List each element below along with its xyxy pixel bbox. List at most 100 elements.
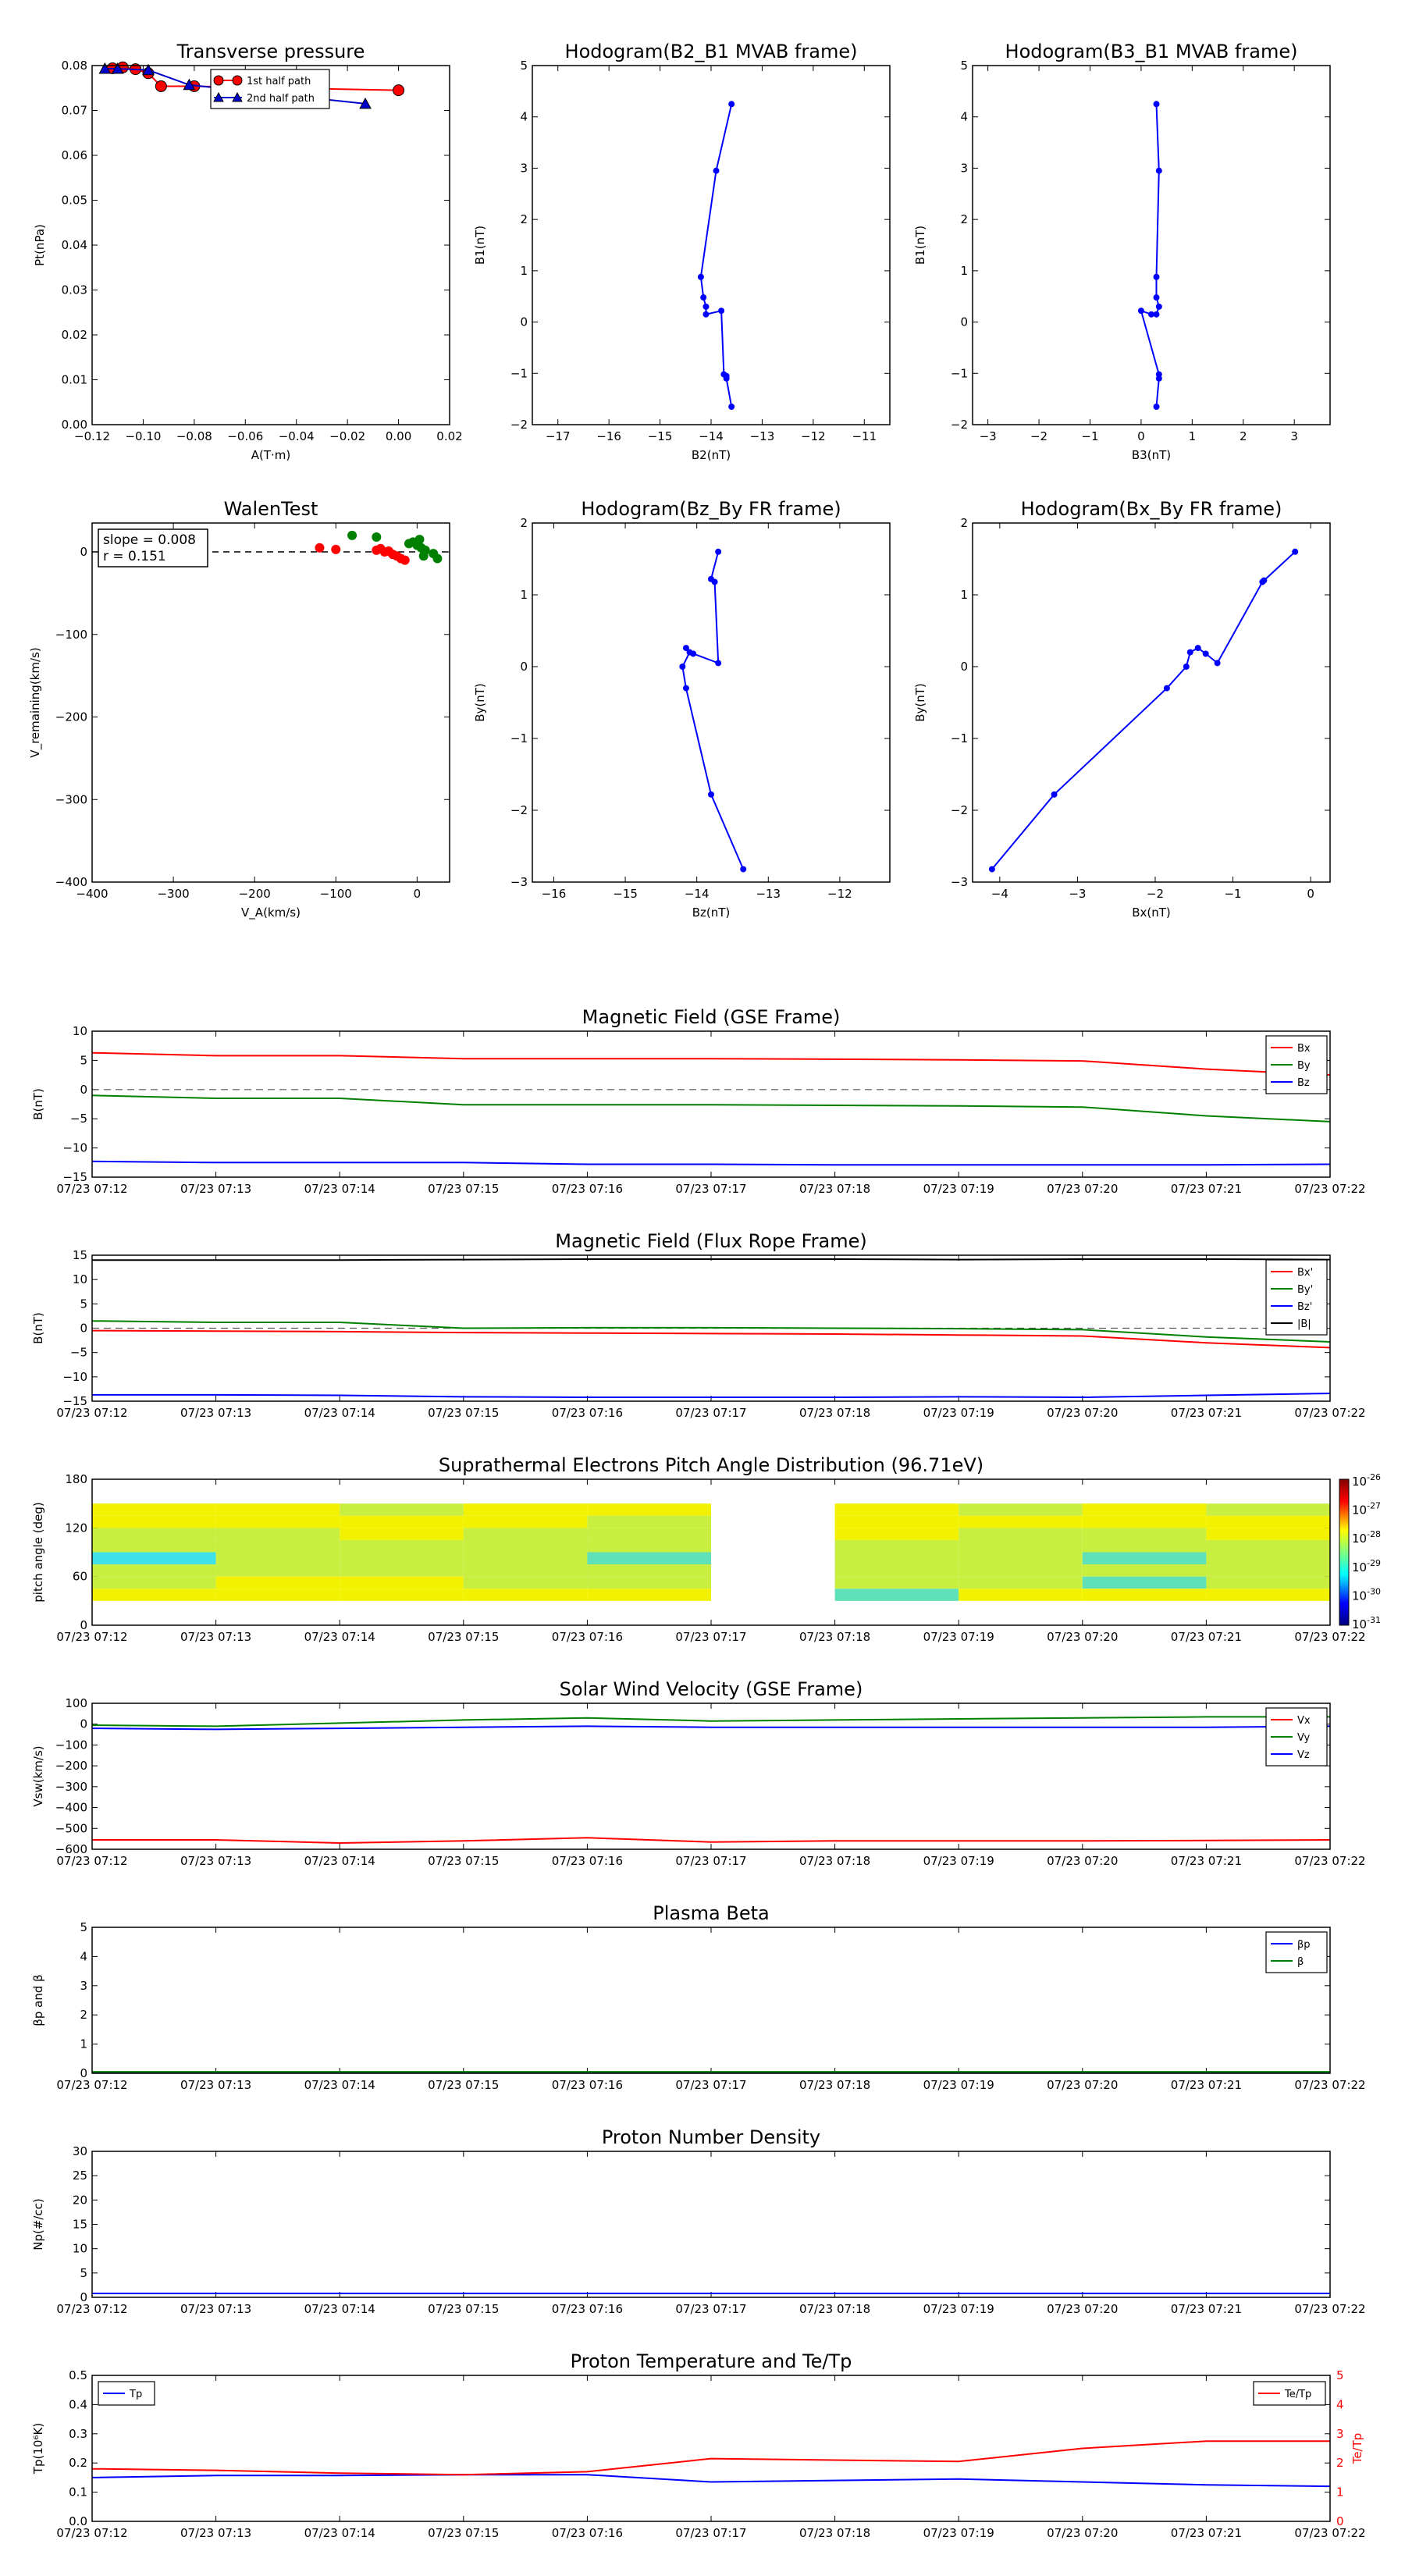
heatmap-cell: [1082, 1576, 1207, 1589]
y-tick-label: −3: [951, 875, 968, 889]
x-tick-label: 07/23 07:19: [923, 2302, 994, 2316]
y-tick-label: −400: [55, 875, 87, 889]
x-tick-label: 07/23 07:17: [675, 1182, 746, 1196]
panel-title: Proton Number Density: [602, 2126, 820, 2148]
x-tick-label: −12: [827, 887, 852, 901]
x-tick-label: 07/23 07:14: [304, 1182, 375, 1196]
y-tick-label: 10: [73, 1024, 87, 1038]
y-axis-label: B1(nT): [473, 226, 487, 265]
y2-tick-label: 2: [1336, 2456, 1344, 2470]
panel-mag_fr: Magnetic Field (Flux Rope Frame) −15 −10 −5…: [31, 1230, 1366, 1420]
y-tick-label: −2: [951, 418, 968, 432]
colorbar-base: 10: [1352, 1589, 1367, 1603]
y-tick-label: −5: [70, 1346, 87, 1360]
y-tick-label: −300: [55, 792, 87, 806]
heatmap-cell: [340, 1576, 464, 1589]
x-tick-label: 07/23 07:17: [675, 1854, 746, 1868]
heatmap-cell: [92, 1552, 216, 1565]
series-line-By': [92, 1320, 1330, 1343]
heatmap-cell: [959, 1576, 1083, 1589]
axes-frame: [532, 522, 891, 883]
data-point: [682, 645, 689, 652]
heatmap-cell: [587, 1576, 711, 1589]
heatmap-cell: [340, 1528, 464, 1540]
x-tick-label: 07/23 07:16: [552, 1182, 623, 1196]
heatmap-cell: [959, 1528, 1083, 1540]
y-tick-label: 3: [80, 1979, 87, 1993]
heatmap-cell: [1206, 1552, 1330, 1565]
y-tick-label: −10: [62, 1141, 87, 1155]
panel-mag_gse: Magnetic Field (GSE Frame) −15 −10 −5 0 5 10 07…: [31, 1006, 1366, 1196]
legend-entry: 1st half path: [247, 76, 311, 87]
x-tick-label: 07/23 07:15: [428, 1182, 499, 1196]
y-tick-label: 60: [73, 1570, 87, 1584]
panel-title: WalenTest: [224, 498, 318, 520]
x-tick-label: −200: [239, 887, 271, 901]
heatmap-cell: [834, 1552, 959, 1565]
y-tick-label: −15: [62, 1394, 87, 1408]
y-tick-label: 0.1: [69, 2485, 87, 2500]
heatmap-cell: [587, 1539, 711, 1553]
x-tick-label: 07/23 07:18: [799, 2526, 870, 2540]
data-point: [1194, 645, 1201, 652]
x-tick-label: 07/23 07:20: [1047, 1182, 1118, 1196]
x-axis-label: B2(nT): [692, 448, 731, 462]
heatmap-cell: [340, 1503, 464, 1516]
heatmap-cell: [92, 1528, 216, 1540]
x-tick-label: −4: [991, 887, 1008, 901]
legend-entry: By: [1297, 1060, 1311, 1072]
y-tick-label: 2: [520, 516, 528, 530]
panel-np: Proton Number Density 0 5 10 15 20 25 30 07/23 0…: [31, 2126, 1366, 2316]
panel-title: Magnetic Field (GSE Frame): [582, 1006, 841, 1028]
y-axis-label: Np(#/cc): [31, 2198, 45, 2250]
panel-walen: WalenTest −400 −300 −200 −100 0 −400 −300 −200 −1…: [28, 498, 450, 920]
x-tick-label: 07/23 07:22: [1294, 1406, 1365, 1420]
y2-tick-label: 5: [1336, 2368, 1344, 2382]
scatter-point: [432, 553, 443, 564]
data-point: [718, 308, 725, 315]
scatter-point: [383, 546, 393, 556]
y-tick-label: 0: [960, 315, 968, 329]
heatmap-cell: [1206, 1564, 1330, 1577]
x-tick-label: −13: [750, 429, 775, 443]
x-tick-label: 07/23 07:18: [799, 2078, 870, 2092]
colorbar-base: 10: [1352, 1503, 1367, 1517]
y-axis-label: Tp(10⁶K): [31, 2423, 45, 2475]
x-tick-label: −15: [648, 429, 673, 443]
panel-title: Hodogram(Bz_By FR frame): [581, 498, 841, 520]
x-tick-label: 07/23 07:12: [56, 2526, 127, 2540]
data-point: [679, 664, 686, 670]
y-tick-label: 0.3: [69, 2427, 87, 2441]
x-tick-label: 07/23 07:22: [1294, 1630, 1365, 1644]
heatmap-cell: [587, 1515, 711, 1528]
x-tick-label: 07/23 07:21: [1171, 1406, 1242, 1420]
x-tick-label: 07/23 07:20: [1047, 2526, 1118, 2540]
y2-tick-label: 3: [1336, 2427, 1344, 2441]
data-point: [393, 84, 405, 97]
x-tick-label: 2: [1240, 429, 1247, 443]
y-tick-label: 0.05: [62, 194, 87, 208]
data-point: [702, 303, 710, 310]
data-point: [1163, 685, 1170, 692]
y-tick-label: 0: [80, 1322, 87, 1336]
x-tick-label: 07/23 07:17: [675, 2078, 746, 2092]
data-point: [1155, 167, 1162, 174]
x-tick-label: −400: [76, 887, 108, 901]
y-tick-label: 0.5: [69, 2368, 87, 2382]
x-tick-label: 07/23 07:20: [1047, 2078, 1118, 2092]
heatmap-cell: [1206, 1539, 1330, 1553]
series-line-Vy: [92, 1716, 1330, 1727]
x-tick-label: −15: [613, 887, 638, 901]
y-axis-label: By(nT): [913, 683, 927, 722]
legend-entry: βp: [1297, 1939, 1311, 1951]
y-tick-label: 0.2: [69, 2456, 87, 2470]
y-tick-label: 15: [73, 2218, 87, 2232]
data-point: [1155, 303, 1162, 310]
x-tick-label: 07/23 07:19: [923, 2526, 994, 2540]
colorbar-tick-label: 10-26: [1352, 1472, 1381, 1489]
heatmap-cell: [463, 1539, 588, 1553]
x-tick-label: 07/23 07:12: [56, 1406, 127, 1420]
y2-axis-label: Te/Tp: [1350, 2433, 1364, 2465]
data-point: [715, 660, 722, 667]
